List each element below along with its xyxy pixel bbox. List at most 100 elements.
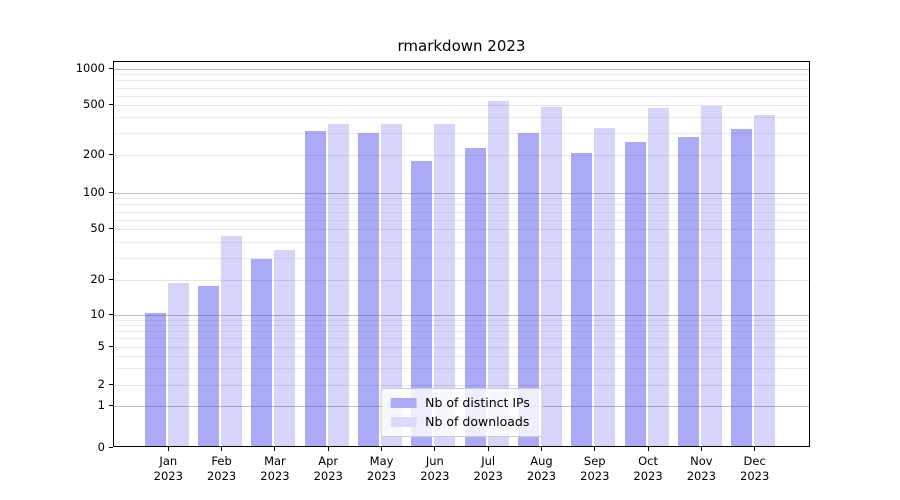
x-tick-mark [327, 446, 329, 451]
gridline-minor [114, 211, 809, 213]
x-tick-label: May 2023 [354, 454, 410, 484]
bar-distinct-ips [517, 133, 539, 446]
x-tick-label: Mar 2023 [247, 454, 303, 484]
gridline-minor [114, 320, 809, 322]
x-tick-mark [434, 446, 436, 451]
x-tick-label: Dec 2023 [727, 454, 783, 484]
gridline-minor [114, 241, 809, 243]
x-tick-label: Jan 2023 [140, 454, 196, 484]
gridline-minor [114, 219, 809, 221]
chart-title: rmarkdown 2023 [397, 37, 526, 55]
legend-entry: Nb of downloads [390, 413, 530, 429]
x-tick-month: May [369, 453, 394, 468]
gridline-minor [114, 133, 809, 135]
y-tick-label: 1000 [75, 60, 105, 75]
bar-downloads [381, 123, 403, 446]
x-tick-month: Jan [159, 453, 178, 468]
y-tick-mark [109, 191, 113, 193]
legend-label: Nb of downloads [425, 413, 530, 429]
x-tick-mark [381, 446, 383, 451]
gridline-labeled [114, 280, 809, 281]
x-tick-mark [487, 446, 489, 451]
x-tick-month: Apr [318, 453, 339, 468]
bar-distinct-ips [571, 153, 593, 446]
y-tick-label: 2 [97, 377, 105, 391]
x-tick-month: Aug [530, 453, 553, 468]
x-tick-mark [167, 446, 169, 451]
bar-distinct-ips [731, 129, 753, 446]
x-tick-month: Feb [211, 453, 232, 468]
bar-downloads [754, 114, 776, 446]
bar-distinct-ips [464, 148, 486, 446]
x-tick-year: 2023 [420, 468, 450, 483]
gridline-minor [114, 198, 809, 200]
x-tick-year: 2023 [526, 468, 557, 483]
gridline-labeled [114, 229, 809, 231]
x-tick-label: Jul 2023 [460, 454, 516, 484]
x-tick-month: Dec [743, 453, 766, 468]
gridline-minor [114, 257, 809, 259]
bar-distinct-ips [144, 313, 166, 446]
y-tick-label: 20 [90, 272, 105, 286]
bar-downloads [167, 283, 189, 446]
y-tick-label: 500 [83, 97, 105, 112]
y-tick-label: 1 [97, 397, 105, 412]
gridline-labeled [114, 346, 809, 348]
y-tick-label: 5 [97, 338, 105, 353]
x-tick-mark [700, 446, 702, 451]
y-tick-label: 100 [83, 184, 105, 199]
legend-swatch-downloads [390, 416, 417, 427]
y-tick-label: 200 [83, 147, 105, 162]
x-tick-mark [540, 446, 542, 451]
y-tick-mark [109, 314, 113, 316]
gridline-minor [114, 95, 809, 97]
x-tick-mark [274, 446, 276, 451]
x-tick-label: Sep 2023 [567, 454, 623, 484]
gridline-major [114, 68, 809, 70]
bar-distinct-ips [411, 160, 433, 446]
bar-downloads [487, 101, 509, 446]
gridline-minor [114, 338, 809, 340]
bar-downloads [647, 107, 669, 446]
x-tick-month: Mar [264, 453, 286, 468]
y-tick-mark [109, 446, 113, 448]
y-tick-label: 10 [90, 307, 105, 322]
gridline-minor [114, 80, 809, 82]
y-tick-mark [109, 404, 113, 406]
x-tick-year: 2023 [473, 468, 503, 483]
x-tick-label: Apr 2023 [300, 454, 356, 484]
y-tick-mark [109, 228, 113, 230]
x-tick-year: 2023 [633, 468, 663, 483]
gridline-minor [114, 204, 809, 206]
x-tick-mark [221, 446, 223, 451]
gridline-major [114, 192, 809, 194]
x-tick-year: 2023 [260, 468, 290, 483]
bar-downloads [594, 127, 616, 446]
x-tick-year: 2023 [740, 468, 770, 483]
gridline-minor [114, 368, 809, 370]
gridline-minor [114, 325, 809, 327]
x-tick-mark [754, 446, 756, 451]
x-tick-month: Jul [481, 453, 496, 468]
y-tick-mark [109, 384, 113, 385]
x-tick-label: Aug 2023 [513, 454, 569, 484]
bar-downloads [700, 105, 722, 446]
x-tick-month: Nov [690, 453, 713, 468]
gridline-minor [114, 74, 809, 76]
x-tick-label: Jun 2023 [407, 454, 463, 484]
bar-downloads [274, 250, 296, 446]
gridline-major [114, 315, 809, 317]
legend-swatch-distinct-ips [390, 397, 417, 408]
bar-distinct-ips [358, 133, 380, 446]
plot-area: Nb of distinct IPs Nb of downloads [113, 61, 810, 447]
bar-distinct-ips [677, 136, 699, 446]
bar-distinct-ips [198, 286, 220, 446]
y-tick-mark [109, 67, 113, 69]
bar-distinct-ips [251, 259, 273, 446]
bar-downloads [540, 107, 562, 446]
gridline-labeled [114, 105, 809, 107]
y-tick-label: 0 [97, 439, 105, 454]
gridline-minor [114, 117, 809, 119]
gridline-labeled [114, 385, 809, 386]
